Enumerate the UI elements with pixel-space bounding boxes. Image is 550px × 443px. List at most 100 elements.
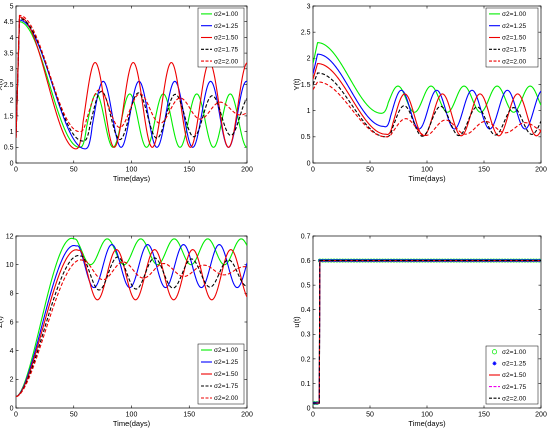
y-tick-label: 4.5 xyxy=(4,19,14,26)
y-tick-label: 4 xyxy=(10,348,14,355)
series-group xyxy=(16,237,247,398)
panel-u: 0 50 100 150 200 0 0.1 0.2 0.3 0.4 0.5 0.6 0.7 Time(d… xyxy=(292,233,547,428)
y-tick-label: 12 xyxy=(6,233,14,240)
y-tick-label: 5 xyxy=(10,3,14,10)
legend-label: σ2=2.00 xyxy=(502,395,526,402)
y-tick-label: 10 xyxy=(6,262,14,269)
legend-label: σ2=1.75 xyxy=(502,47,526,54)
x-axis-label: Time(days) xyxy=(113,419,151,428)
legend-label: σ2=1.25 xyxy=(502,361,526,368)
y-tick-label: 0.7 xyxy=(301,233,311,240)
y-tick-label: 2.5 xyxy=(4,82,14,89)
legend-swatch xyxy=(491,349,498,355)
x-tick-label: 0 xyxy=(311,412,315,419)
y-tick-label: 0.6 xyxy=(301,258,311,265)
y-tick-label: 4 xyxy=(10,35,14,42)
legend-label: σ2=2.00 xyxy=(502,58,526,65)
x-tick-label: 150 xyxy=(183,167,195,174)
y-tick-label: 0.5 xyxy=(301,283,311,290)
legend-label: σ2=1.50 xyxy=(502,35,526,42)
legend-u: σ2=1.00 σ2=1.25 σ2=1.50 σ2=1.75 σ2=2.00 xyxy=(485,345,539,405)
y-tick-label: 6 xyxy=(10,319,14,326)
series-line-2 xyxy=(313,53,541,130)
y-tick-label: 0.5 xyxy=(301,134,311,141)
y-tick-label: 1 xyxy=(10,129,14,136)
legend-label: σ2=1.50 xyxy=(214,371,238,378)
legend-label: σ2=1.00 xyxy=(502,11,526,18)
y-tick-label: 1.5 xyxy=(301,82,311,89)
legend-label: σ2=2.00 xyxy=(214,395,238,402)
y-axis-label: Z(t) xyxy=(0,316,4,328)
x-tick-label: 200 xyxy=(241,167,253,174)
x-tick-label: 50 xyxy=(366,167,374,174)
series-group xyxy=(313,258,541,405)
panel-y: 0 50 100 150 200 0 0.5 1 1.5 2 2.5 3 Time(days) Y(t) σ… xyxy=(292,3,547,183)
legend-label: σ2=1.75 xyxy=(214,47,238,54)
series-line-3 xyxy=(16,249,247,398)
x-tick-label: 150 xyxy=(478,412,490,419)
series-line-1 xyxy=(16,21,247,148)
x-tick-label: 100 xyxy=(421,167,433,174)
legend-label: σ2=2.00 xyxy=(214,58,238,65)
x-tick-label: 200 xyxy=(241,412,253,419)
x-axis-label: Time(days) xyxy=(408,174,446,183)
legend-label: σ2=1.00 xyxy=(502,349,526,356)
y-tick-label: 8 xyxy=(10,291,14,298)
legend-label: σ2=1.00 xyxy=(214,347,238,354)
series-line-4 xyxy=(313,72,541,138)
y-tick-label: 0 xyxy=(307,405,311,412)
y-axis-label: Y(t) xyxy=(292,78,301,91)
y-tick-label: 0 xyxy=(10,160,14,167)
x-tick-label: 200 xyxy=(535,412,547,419)
x-tick-label: 50 xyxy=(70,167,78,174)
y-tick-label: 0.3 xyxy=(301,332,311,339)
y-tick-label: 2 xyxy=(307,56,311,63)
x-tick-label: 50 xyxy=(70,412,78,419)
x-tick-label: 100 xyxy=(421,412,433,419)
x-tick-label: 200 xyxy=(535,167,547,174)
series-line-1 xyxy=(313,42,541,114)
y-tick-label: 2 xyxy=(10,98,14,105)
series-line-5 xyxy=(16,14,247,138)
series-line-2 xyxy=(16,244,247,398)
y-axis-label: X(t) xyxy=(0,78,4,91)
legend-x: σ2=1.00 σ2=1.25 σ2=1.50 σ2=1.75 σ2=2.00 xyxy=(197,7,245,68)
legend-label: σ2=1.00 xyxy=(214,11,238,18)
series-line-5 xyxy=(16,259,247,398)
x-tick-label: 100 xyxy=(126,167,138,174)
x-tick-label: 0 xyxy=(14,167,18,174)
x-tick-label: 0 xyxy=(311,167,315,174)
legend-label: σ2=1.50 xyxy=(214,35,238,42)
legend-label: σ2=1.50 xyxy=(502,372,526,379)
y-tick-label: 0 xyxy=(10,405,14,412)
y-tick-label: 0.1 xyxy=(301,381,311,388)
y-tick-label: 0.2 xyxy=(301,356,311,363)
series-group xyxy=(313,42,541,138)
x-tick-label: 150 xyxy=(183,412,195,419)
series-line-1 xyxy=(16,237,247,398)
x-tick-label: 0 xyxy=(14,412,18,419)
y-tick-label: 1 xyxy=(307,108,311,115)
x-tick-label: 150 xyxy=(478,167,490,174)
y-tick-label: 0 xyxy=(307,160,311,167)
y-tick-label: 2 xyxy=(10,377,14,384)
series-line-5 xyxy=(313,260,541,404)
y-tick-label: 3 xyxy=(307,3,311,10)
legend-label: σ2=1.25 xyxy=(214,23,238,30)
series-line-4 xyxy=(16,255,247,398)
x-tick-label: 50 xyxy=(366,412,374,419)
x-axis-label: Time(days) xyxy=(408,419,446,428)
x-axis-label: Time(days) xyxy=(113,174,151,183)
legend-swatch xyxy=(492,361,497,366)
y-tick-label: 1.5 xyxy=(4,113,14,120)
series-line-5 xyxy=(313,81,541,138)
legend-label: σ2=1.75 xyxy=(214,383,238,390)
legend-label: σ2=1.75 xyxy=(502,384,526,391)
y-tick-label: 0.5 xyxy=(4,145,14,152)
legend-label: σ2=1.25 xyxy=(214,359,238,366)
legend-label: σ2=1.25 xyxy=(502,23,526,30)
legend-z: σ2=1.00 σ2=1.25 σ2=1.50 σ2=1.75 σ2=2.00 xyxy=(197,343,245,405)
y-axis-label: u(t) xyxy=(292,316,301,328)
y-tick-label: 3.5 xyxy=(4,51,14,58)
